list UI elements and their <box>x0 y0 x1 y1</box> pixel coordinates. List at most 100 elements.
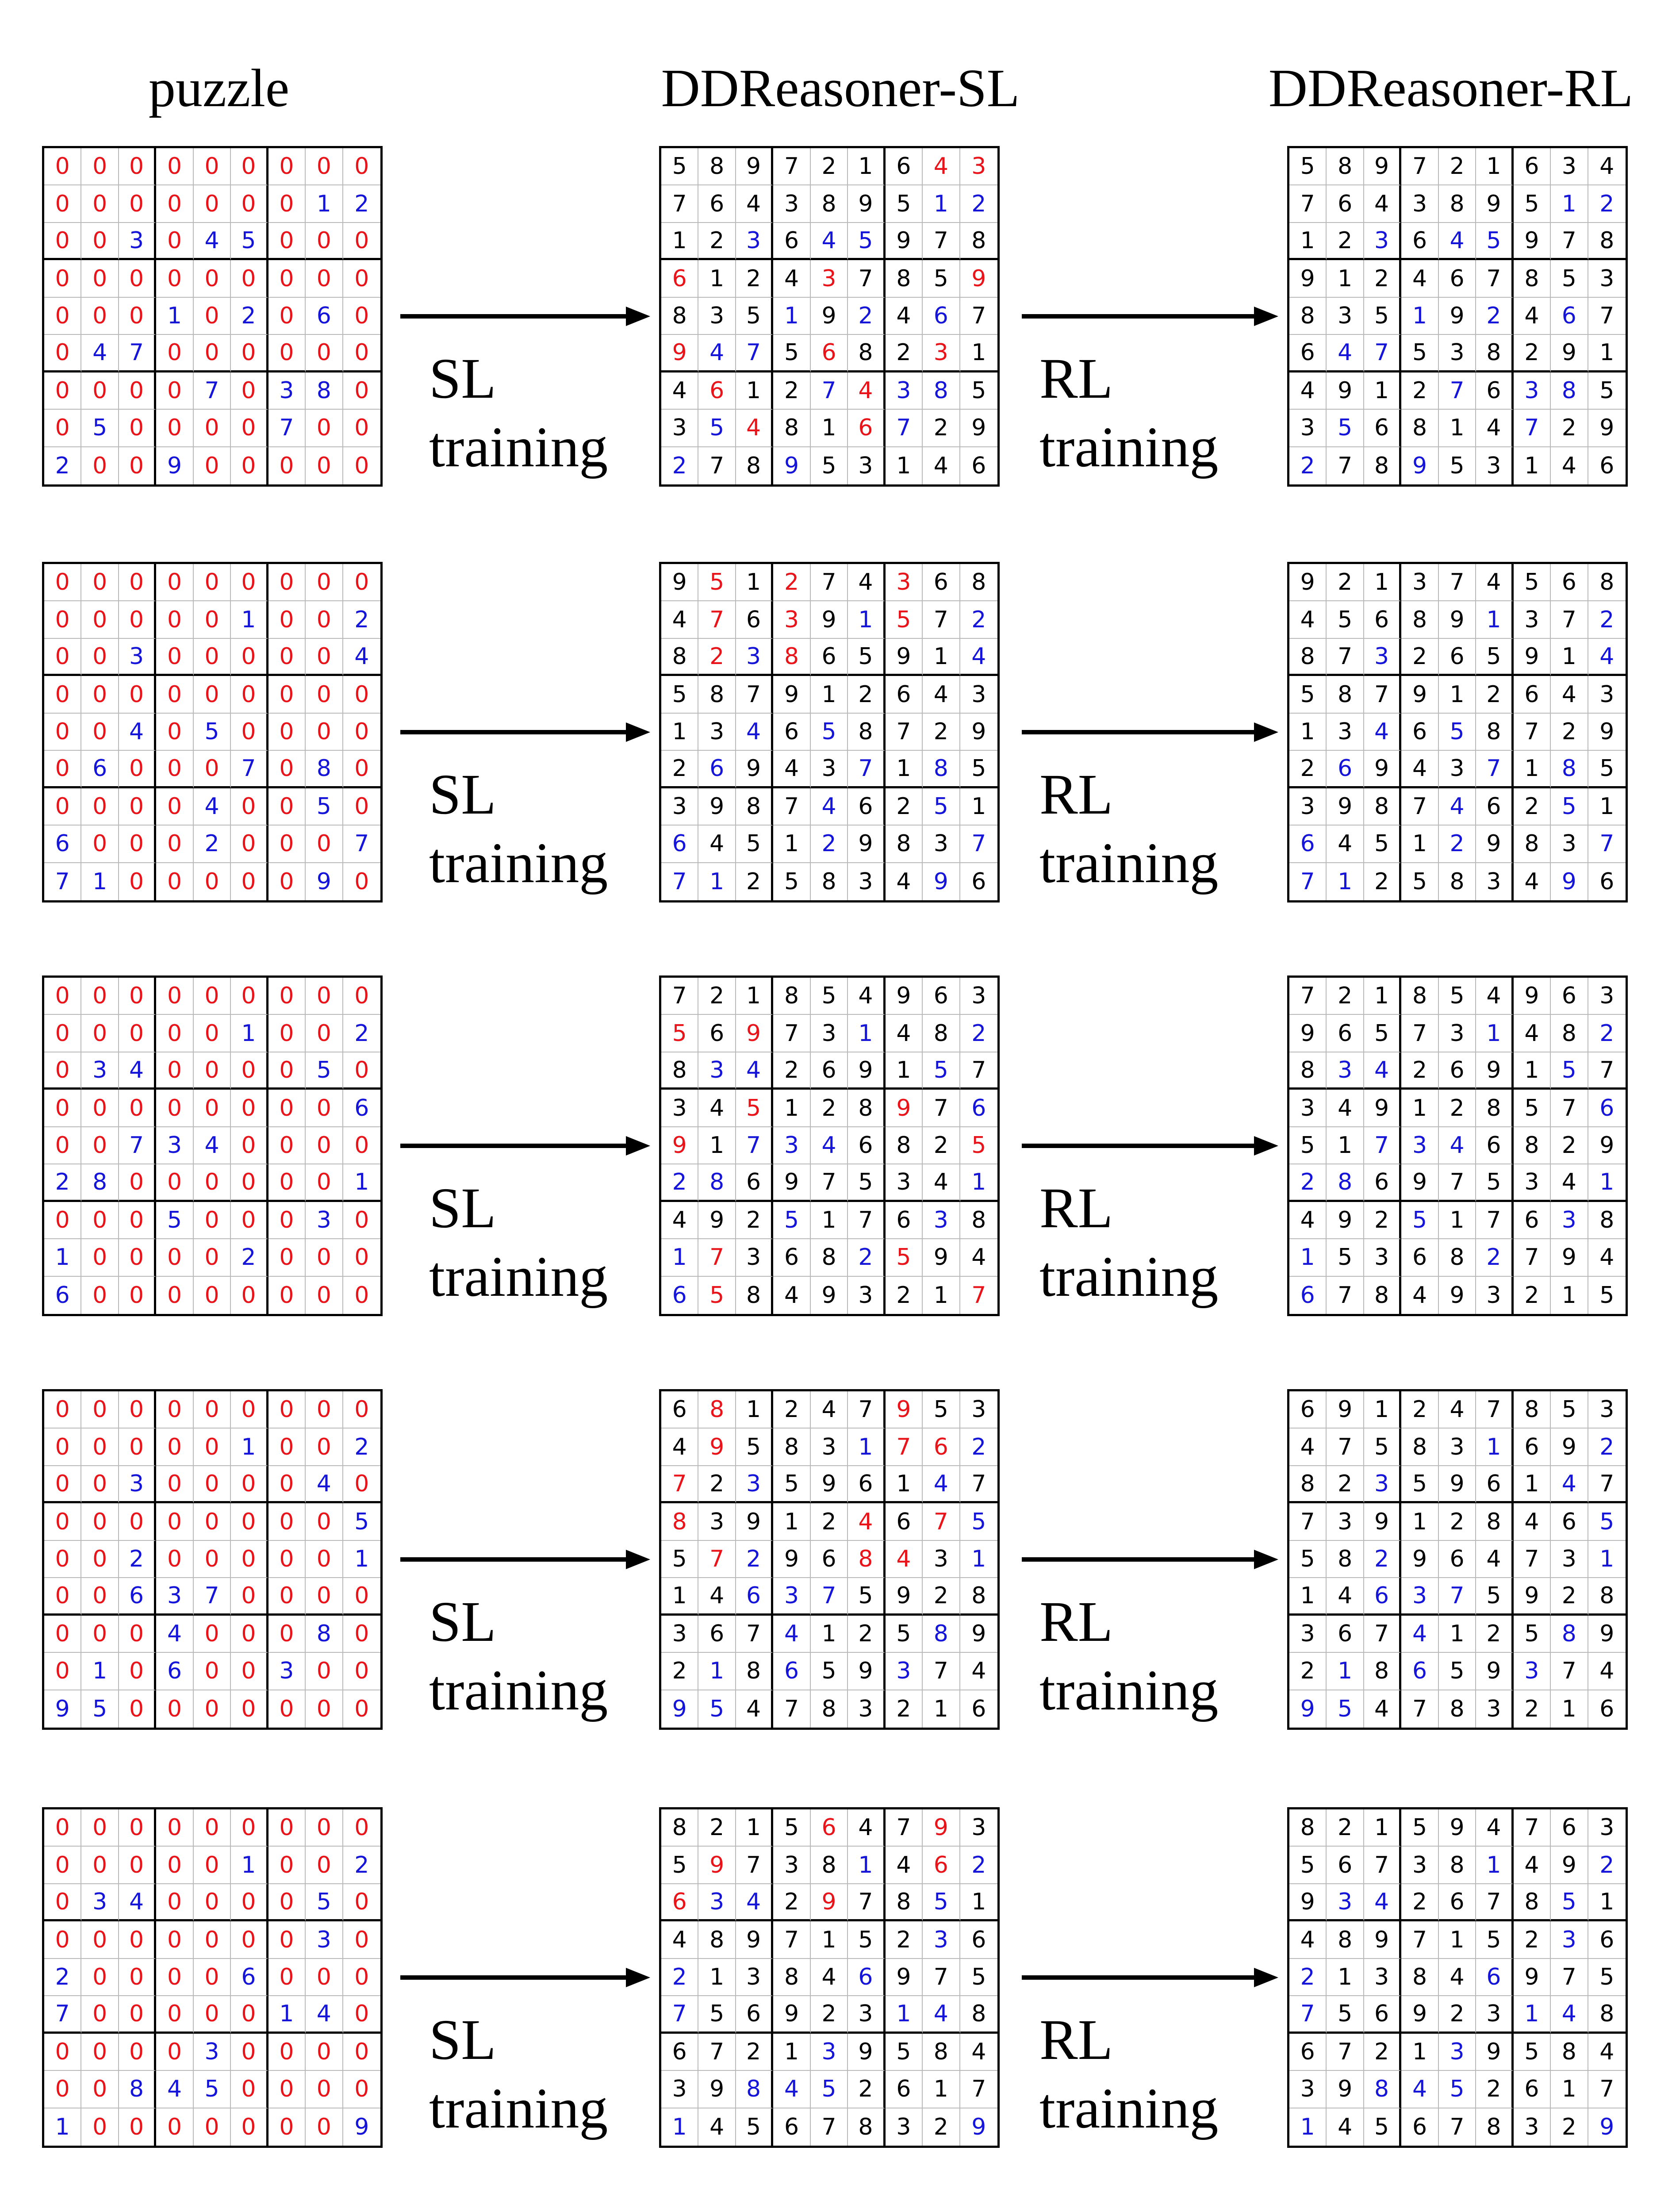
sudoku-cell: 4 <box>885 297 923 335</box>
sudoku-cell: 0 <box>268 1052 306 1090</box>
sudoku-cell: 2 <box>773 372 811 410</box>
sudoku-cell: 1 <box>773 2033 811 2071</box>
sudoku-cell: 8 <box>1513 1884 1551 1922</box>
sudoku-cell: 0 <box>268 1884 306 1922</box>
sudoku-cell: 3 <box>698 713 736 751</box>
sudoku-cell: 7 <box>661 863 699 900</box>
sudoku-cell: 6 <box>1551 297 1588 335</box>
sudoku-cell: 3 <box>698 297 736 335</box>
sudoku-cell: 7 <box>885 1809 923 1847</box>
sudoku-cell: 9 <box>1327 1202 1364 1240</box>
sudoku-cell: 9 <box>810 1466 848 1504</box>
sudoku-cell: 7 <box>1364 1847 1402 1884</box>
sudoku-cell: 0 <box>44 260 82 298</box>
sudoku-cell: 6 <box>971 868 986 895</box>
sudoku-cell: 0 <box>44 1090 82 1127</box>
sudoku-cell: 8 <box>885 1884 923 1922</box>
sudoku-cell: 8 <box>306 751 343 788</box>
sudoku-cell: 8 <box>848 713 886 751</box>
sudoku-cell: 7 <box>268 410 306 447</box>
sudoku-cell: 4 <box>1476 410 1514 447</box>
sudoku-cell: 4 <box>1551 676 1588 714</box>
sudoku-cell: 0 <box>268 601 306 639</box>
sudoku-cell: 1 <box>810 1202 848 1240</box>
sudoku-cell: 0 <box>306 1503 343 1541</box>
sudoku-cell: 5 <box>343 1503 380 1541</box>
sudoku-cell: 0 <box>81 978 119 1015</box>
sudoku-cell: 0 <box>193 148 231 186</box>
sudoku-cell: 3 <box>156 1578 194 1616</box>
sudoku-cell: 2 <box>886 1690 923 1728</box>
sudoku-cell: 4 <box>736 713 774 751</box>
sudoku-cell: 0 <box>156 1429 194 1466</box>
sudoku-cell: 7 <box>698 2033 736 2071</box>
sudoku-cell: 2 <box>1476 1615 1514 1653</box>
sudoku-cell: 0 <box>343 714 380 751</box>
sudoku-cell: 1 <box>960 1884 997 1922</box>
sudoku-cell: 8 <box>1588 564 1626 602</box>
sudoku-cell: 3 <box>1289 410 1327 447</box>
sudoku-cell: 9 <box>885 638 923 676</box>
sudoku-cell: 4 <box>960 1239 997 1277</box>
sudoku-cell: 1 <box>1551 1690 1588 1728</box>
sudoku-cell: 5 <box>1513 1090 1551 1127</box>
sudoku-cell: 1 <box>1551 1276 1588 1314</box>
sudoku-cell: 0 <box>268 1466 306 1504</box>
sudoku-cell: 0 <box>306 1090 343 1127</box>
sudoku-cell: 0 <box>156 751 194 788</box>
sudoku-cell: 5 <box>848 1921 886 1959</box>
sudoku-cell: 9 <box>1476 826 1514 863</box>
sudoku-cell: 7 <box>119 1127 157 1165</box>
sudoku-cell: 9 <box>848 185 886 223</box>
sudoku-cell: 0 <box>81 601 119 639</box>
sudoku-cell: 9 <box>1401 676 1439 714</box>
sudoku-cell: 0 <box>268 1239 306 1277</box>
sudoku-cell: 2 <box>661 1653 699 1690</box>
sudoku-cell: 6 <box>156 1653 194 1690</box>
sudoku-cell: 1 <box>736 372 774 410</box>
sudoku-cell: 2 <box>885 788 923 826</box>
sudoku-cell: 1 <box>698 1127 736 1165</box>
sudoku-cell: 2 <box>1588 185 1626 223</box>
sudoku-cell: 5 <box>960 1127 997 1165</box>
sudoku-cell: 2 <box>1551 410 1588 447</box>
sudoku-cell: 8 <box>848 335 886 373</box>
sudoku-cell: 0 <box>306 1690 343 1728</box>
sudoku-cell: 0 <box>44 751 82 788</box>
sudoku-cell: 7 <box>1401 148 1439 186</box>
rl-label-2: RL <box>1039 763 1113 826</box>
sudoku-cell: 3 <box>1364 1466 1402 1504</box>
sudoku-cell: 0 <box>193 1959 231 1997</box>
sudoku-cell: 9 <box>1513 1578 1551 1616</box>
sudoku-cell: 9 <box>661 1690 699 1728</box>
sudoku-cell: 9 <box>1476 2033 1514 2071</box>
sudoku-cell: 0 <box>306 564 343 602</box>
sudoku-cell: 5 <box>661 148 699 186</box>
sudoku-cell: 3 <box>1476 447 1514 484</box>
sudoku-cell: 3 <box>1551 1540 1588 1578</box>
sudoku-cell: 0 <box>343 1809 380 1847</box>
sudoku-cell: 7 <box>810 564 848 602</box>
sudoku-cell: 1 <box>1438 676 1476 714</box>
sudoku-cell: 6 <box>1438 638 1476 676</box>
sudoku-cell: 1 <box>231 1429 268 1466</box>
sudoku-cell: 2 <box>1551 1127 1588 1165</box>
sudoku-cell: 6 <box>885 676 923 714</box>
sudoku-cell: 0 <box>119 1847 157 1884</box>
sudoku-cell: 7 <box>736 1847 774 1884</box>
sudoku-cell: 4 <box>1513 1503 1551 1541</box>
sudoku-cell: 8 <box>810 1239 848 1277</box>
sudoku-cell: 1 <box>1438 1615 1476 1653</box>
sudoku-cell: 4 <box>193 788 231 826</box>
sudoku-cell: 5 <box>1438 713 1476 751</box>
sudoku-cell: 8 <box>960 1578 997 1616</box>
sudoku-cell: 6 <box>1599 452 1614 479</box>
sudoku-cell: 4 <box>306 1996 343 2034</box>
sudoku-cell: 4 <box>1438 223 1476 261</box>
sudoku-cell: 9 <box>1438 1809 1476 1847</box>
sudoku-cell: 4 <box>773 1615 811 1653</box>
sudoku-cell: 0 <box>193 1653 231 1690</box>
sudoku-cell: 3 <box>698 1052 736 1090</box>
sudoku-cell: 0 <box>268 185 306 223</box>
sudoku-cell: 2 <box>848 2071 886 2108</box>
